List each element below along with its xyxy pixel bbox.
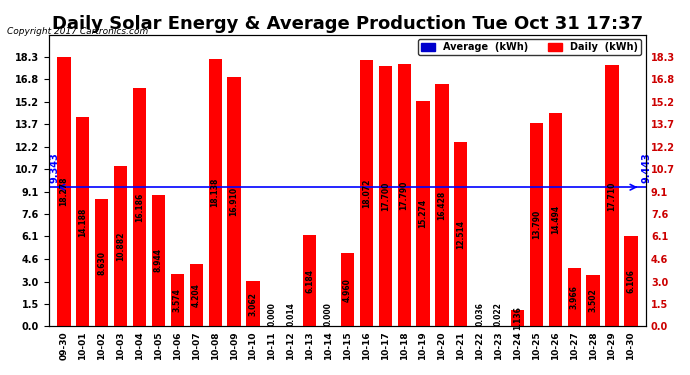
Text: 12.514: 12.514 [456, 220, 465, 249]
Text: 0.014: 0.014 [286, 302, 295, 326]
Bar [416, 101, 430, 326]
Text: 3.502: 3.502 [589, 289, 598, 312]
Text: 0.000: 0.000 [324, 302, 333, 326]
Bar [435, 84, 448, 326]
Text: Copyright 2017 Cartronics.com: Copyright 2017 Cartronics.com [7, 27, 148, 36]
Bar [77, 117, 90, 326]
Bar [454, 142, 467, 326]
Text: 8.944: 8.944 [154, 249, 163, 273]
Bar [114, 166, 127, 326]
Text: 15.274: 15.274 [419, 199, 428, 228]
Bar [228, 77, 241, 326]
Text: 16.910: 16.910 [230, 187, 239, 216]
Bar [511, 310, 524, 326]
Legend: Average  (kWh), Daily  (kWh): Average (kWh), Daily (kWh) [418, 39, 641, 55]
Text: 16.428: 16.428 [437, 191, 446, 220]
Bar [246, 281, 259, 326]
Bar [568, 268, 581, 326]
Text: 0.036: 0.036 [475, 302, 484, 326]
Bar [152, 195, 165, 326]
Text: 4.204: 4.204 [192, 284, 201, 308]
Text: 0.022: 0.022 [494, 302, 503, 326]
Bar [624, 236, 638, 326]
Text: 3.966: 3.966 [570, 285, 579, 309]
Bar [605, 65, 619, 326]
Text: 18.072: 18.072 [362, 178, 371, 208]
Bar [303, 235, 316, 326]
Text: 9.343: 9.343 [50, 152, 59, 183]
Bar [586, 275, 600, 326]
Text: 0.000: 0.000 [267, 302, 276, 326]
Text: 14.188: 14.188 [79, 207, 88, 237]
Bar [190, 264, 203, 326]
Text: 1.136: 1.136 [513, 306, 522, 330]
Bar [379, 66, 392, 326]
Text: 18.138: 18.138 [210, 178, 219, 207]
Bar [208, 59, 221, 326]
Text: 18.278: 18.278 [59, 177, 68, 207]
Bar [397, 64, 411, 326]
Text: 13.790: 13.790 [532, 210, 541, 239]
Text: 14.494: 14.494 [551, 205, 560, 234]
Text: 17.790: 17.790 [400, 181, 408, 210]
Text: 10.882: 10.882 [116, 231, 125, 261]
Title: Daily Solar Energy & Average Production Tue Oct 31 17:37: Daily Solar Energy & Average Production … [52, 15, 643, 33]
Text: 3.062: 3.062 [248, 292, 257, 316]
Text: 4.960: 4.960 [343, 278, 352, 302]
Bar [341, 253, 354, 326]
Bar [170, 274, 184, 326]
Text: 3.574: 3.574 [173, 288, 182, 312]
Bar [57, 57, 70, 326]
Text: 17.710: 17.710 [607, 181, 616, 210]
Text: 17.700: 17.700 [381, 181, 390, 211]
Bar [549, 113, 562, 326]
Text: 6.184: 6.184 [305, 269, 314, 293]
Bar [359, 60, 373, 326]
Bar [95, 199, 108, 326]
Bar [133, 88, 146, 326]
Text: 16.186: 16.186 [135, 192, 144, 222]
Text: 8.630: 8.630 [97, 251, 106, 275]
Bar [530, 123, 543, 326]
Text: 6.106: 6.106 [627, 270, 635, 293]
Text: 9.443: 9.443 [641, 152, 651, 183]
